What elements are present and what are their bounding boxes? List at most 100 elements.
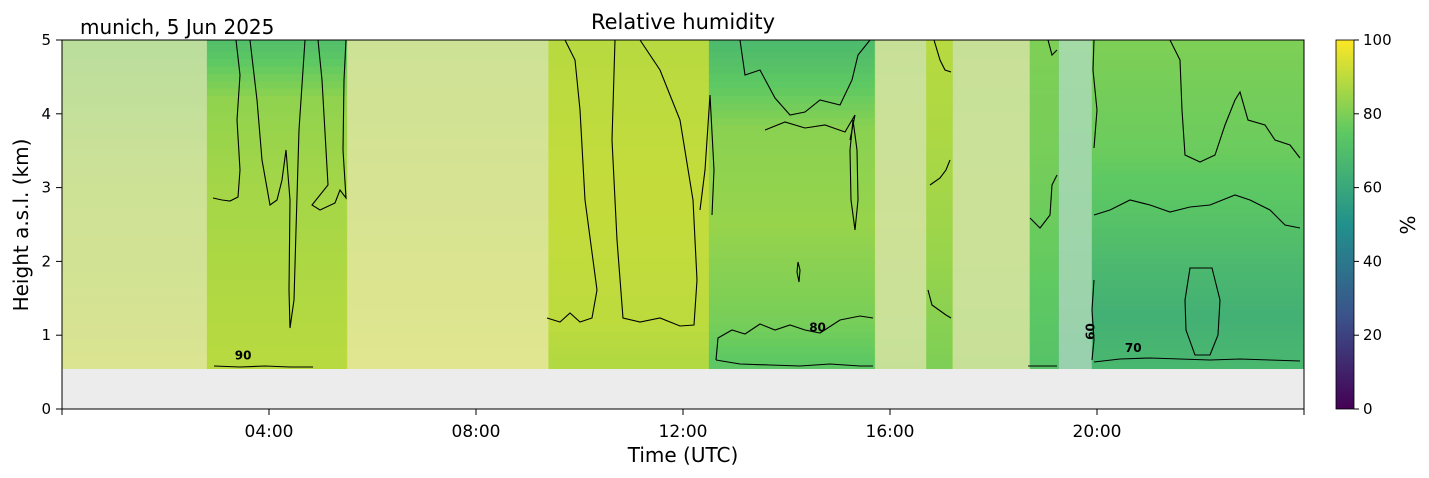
humidity-cell (708, 309, 876, 318)
humidity-cell (708, 124, 876, 133)
humidity-cell (548, 139, 710, 148)
humidity-cell (1058, 272, 1093, 281)
humidity-cell (62, 176, 208, 185)
humidity-cell (708, 324, 876, 333)
humidity-cell (926, 309, 953, 318)
humidity-cell (926, 117, 953, 126)
humidity-cell (548, 169, 710, 178)
humidity-cell (952, 272, 1031, 281)
humidity-cell (708, 198, 876, 207)
humidity-cell (1029, 361, 1059, 370)
humidity-cell (708, 43, 876, 52)
humidity-cell (1029, 250, 1059, 259)
humidity-cell (1091, 338, 1304, 347)
humidity-cell (1091, 324, 1304, 333)
humidity-cell (62, 124, 208, 133)
humidity-cell (874, 147, 927, 155)
humidity-cell (926, 316, 953, 325)
humidity-cell (952, 95, 1031, 104)
humidity-cell (708, 279, 876, 288)
humidity-cell (1091, 220, 1304, 229)
contour-90-surface-1 (213, 365, 313, 368)
humidity-cell (346, 257, 550, 266)
humidity-cell (1029, 40, 1059, 45)
humidity-cell (708, 183, 876, 192)
humidity-cell (874, 124, 927, 133)
humidity-cell (952, 80, 1031, 89)
humidity-cell (874, 272, 927, 281)
humidity-cell (926, 242, 953, 251)
humidity-cell (1091, 191, 1304, 200)
y-axis: 0 1 2 3 4 5 (41, 31, 62, 418)
humidity-cell (1058, 206, 1093, 215)
humidity-cell (874, 51, 927, 60)
humidity-cell (62, 154, 208, 163)
humidity-cell (952, 338, 1031, 347)
humidity-cell (874, 95, 927, 104)
humidity-cell (206, 176, 348, 185)
contour-80-evening-high (1169, 40, 1301, 163)
humidity-cell (926, 206, 953, 215)
humidity-cell (1058, 183, 1093, 192)
humidity-cell (548, 242, 710, 251)
humidity-cell (708, 213, 876, 222)
humidity-cell (952, 161, 1031, 170)
humidity-cell (548, 110, 710, 119)
y-tick-label: 1 (41, 326, 51, 344)
humidity-cell (1058, 279, 1093, 288)
humidity-cell (926, 324, 953, 333)
humidity-cell (548, 117, 710, 126)
humidity-cell (62, 110, 208, 119)
humidity-cell (1058, 65, 1093, 74)
humidity-cell (1091, 139, 1304, 148)
humidity-cell (346, 213, 550, 222)
contour-80-surface (715, 359, 873, 367)
humidity-cell (62, 95, 208, 104)
humidity-cell (708, 331, 876, 340)
humidity-cell (926, 353, 953, 362)
humidity-cell (206, 361, 348, 370)
humidity-cell (62, 331, 208, 340)
contour-60-vertical (1091, 279, 1095, 361)
humidity-cell (708, 257, 876, 266)
humidity-cell (1091, 65, 1304, 74)
humidity-cell (1091, 147, 1304, 155)
humidity-cell (926, 176, 953, 185)
humidity-cell (62, 346, 208, 355)
humidity-cell (708, 58, 876, 67)
humidity-cell (62, 139, 208, 148)
humidity-cell (1091, 331, 1304, 340)
humidity-cell (1029, 65, 1059, 74)
humidity-cell (206, 124, 348, 133)
chart-subtitle: munich, 5 Jun 2025 (80, 15, 274, 39)
humidity-cell (346, 51, 550, 60)
humidity-cell (708, 132, 876, 141)
humidity-cell (926, 161, 953, 170)
colorbar-ticks: 0 20 40 60 80 100 (1354, 31, 1392, 418)
humidity-cell (548, 213, 710, 222)
humidity-cell (346, 242, 550, 251)
humidity-cell (346, 169, 550, 178)
humidity-cell (548, 73, 710, 82)
humidity-cell (874, 257, 927, 266)
humidity-cell (346, 338, 550, 347)
x-tick-label: 20:00 (1073, 422, 1122, 442)
humidity-cell (206, 154, 348, 163)
humidity-cell (926, 73, 953, 82)
humidity-cell (874, 301, 927, 310)
humidity-cell (1091, 265, 1304, 274)
humidity-cell (1091, 132, 1304, 141)
humidity-cell (206, 191, 348, 200)
humidity-cell (926, 250, 953, 259)
humidity-cell (1029, 110, 1059, 119)
humidity-cell (548, 147, 710, 155)
y-tick-label: 2 (41, 252, 51, 270)
humidity-cell (62, 265, 208, 274)
humidity-cell (346, 301, 550, 310)
humidity-cell (548, 87, 710, 96)
humidity-cell (926, 338, 953, 347)
humidity-cell (926, 132, 953, 141)
humidity-cell (548, 265, 710, 274)
humidity-cell (926, 228, 953, 237)
humidity-cell (1029, 87, 1059, 96)
